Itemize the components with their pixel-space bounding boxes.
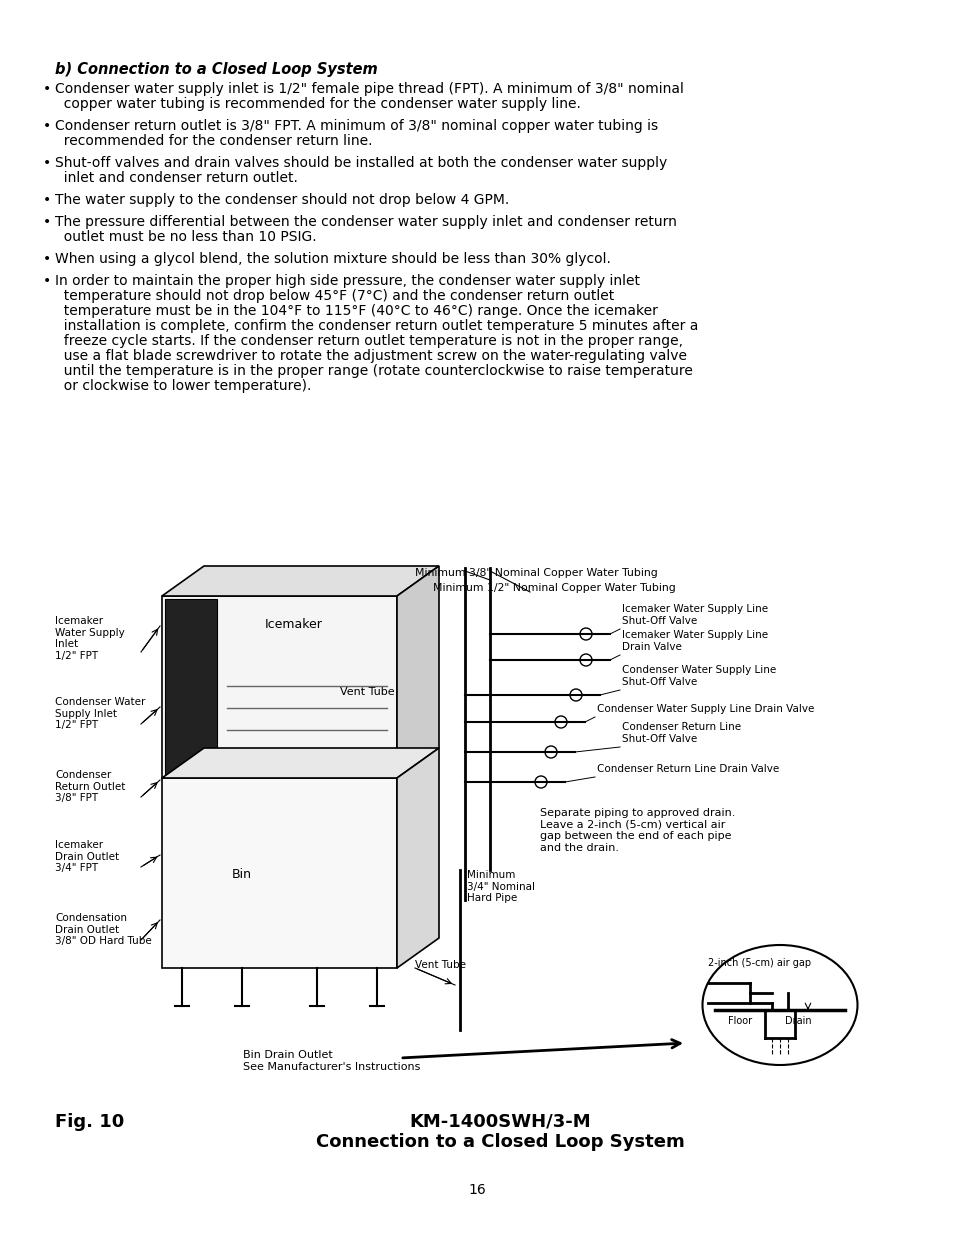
Polygon shape [162,748,438,778]
Text: Icemaker
Drain Outlet
3/4" FPT: Icemaker Drain Outlet 3/4" FPT [55,840,119,873]
Text: •: • [43,274,51,288]
Text: Drain: Drain [784,1016,811,1026]
Text: Condenser water supply inlet is 1/2" female pipe thread (FPT). A minimum of 3/8": Condenser water supply inlet is 1/2" fem… [55,82,683,96]
Text: until the temperature is in the proper range (rotate counterclockwise to raise t: until the temperature is in the proper r… [55,364,692,378]
Text: temperature must be in the 104°F to 115°F (40°C to 46°C) range. Once the icemake: temperature must be in the 104°F to 115°… [55,304,658,317]
Text: Icemaker Water Supply Line
Drain Valve: Icemaker Water Supply Line Drain Valve [621,630,767,652]
Text: Condenser Water Supply Line
Shut-Off Valve: Condenser Water Supply Line Shut-Off Val… [621,666,776,687]
Text: Icemaker
Water Supply
Inlet
1/2" FPT: Icemaker Water Supply Inlet 1/2" FPT [55,616,125,661]
Text: Vent Tube: Vent Tube [415,960,465,969]
Text: inlet and condenser return outlet.: inlet and condenser return outlet. [55,170,297,185]
Text: Connection to a Closed Loop System: Connection to a Closed Loop System [315,1132,683,1151]
Text: recommended for the condenser return line.: recommended for the condenser return lin… [55,135,372,148]
Text: Minimum 1/2" Nominal Copper Water Tubing: Minimum 1/2" Nominal Copper Water Tubing [433,583,675,593]
Text: b) Connection to a Closed Loop System: b) Connection to a Closed Loop System [55,62,377,77]
Text: Separate piping to approved drain.
Leave a 2-inch (5-cm) vertical air
gap betwee: Separate piping to approved drain. Leave… [539,808,735,853]
Text: Icemaker: Icemaker [265,618,323,631]
Polygon shape [162,566,438,597]
Text: temperature should not drop below 45°F (7°C) and the condenser return outlet: temperature should not drop below 45°F (… [55,289,614,303]
Text: Condenser
Return Outlet
3/8" FPT: Condenser Return Outlet 3/8" FPT [55,769,125,803]
Polygon shape [162,597,396,778]
Text: 2-inch (5-cm) air gap: 2-inch (5-cm) air gap [707,958,810,968]
Text: or clockwise to lower temperature).: or clockwise to lower temperature). [55,379,311,393]
Text: Minimum
3/4" Nominal
Hard Pipe: Minimum 3/4" Nominal Hard Pipe [467,869,535,903]
Text: Minimum 3/8" Nominal Copper Water Tubing: Minimum 3/8" Nominal Copper Water Tubing [415,568,657,578]
Text: Condensation
Drain Outlet
3/8" OD Hard Tube: Condensation Drain Outlet 3/8" OD Hard T… [55,913,152,946]
Text: Shut-off valves and drain valves should be installed at both the condenser water: Shut-off valves and drain valves should … [55,156,666,170]
Text: In order to maintain the proper high side pressure, the condenser water supply i: In order to maintain the proper high sid… [55,274,639,288]
Text: freeze cycle starts. If the condenser return outlet temperature is not in the pr: freeze cycle starts. If the condenser re… [55,333,682,348]
Text: Bin Drain Outlet
See Manufacturer's Instructions: Bin Drain Outlet See Manufacturer's Inst… [243,1050,420,1072]
Text: Floor: Floor [727,1016,751,1026]
Text: KM-1400SWH/3-M: KM-1400SWH/3-M [409,1113,590,1131]
Polygon shape [396,566,438,778]
Text: Bin: Bin [232,868,252,881]
Text: Vent Tube: Vent Tube [339,687,395,697]
Text: Condenser Return Line
Shut-Off Valve: Condenser Return Line Shut-Off Valve [621,722,740,743]
Text: Icemaker Water Supply Line
Shut-Off Valve: Icemaker Water Supply Line Shut-Off Valv… [621,604,767,626]
Text: The pressure differential between the condenser water supply inlet and condenser: The pressure differential between the co… [55,215,677,228]
Text: The water supply to the condenser should not drop below 4 GPM.: The water supply to the condenser should… [55,193,509,207]
Text: •: • [43,252,51,266]
Ellipse shape [701,945,857,1065]
Text: 16: 16 [468,1183,485,1197]
Text: When using a glycol blend, the solution mixture should be less than 30% glycol.: When using a glycol blend, the solution … [55,252,610,266]
Text: •: • [43,82,51,96]
Text: Condenser Water
Supply Inlet
1/2" FPT: Condenser Water Supply Inlet 1/2" FPT [55,697,145,730]
Text: copper water tubing is recommended for the condenser water supply line.: copper water tubing is recommended for t… [55,98,580,111]
Text: Condenser Return Line Drain Valve: Condenser Return Line Drain Valve [597,764,779,774]
Text: •: • [43,215,51,228]
Text: outlet must be no less than 10 PSIG.: outlet must be no less than 10 PSIG. [55,230,316,245]
Text: Fig. 10: Fig. 10 [55,1113,124,1131]
Text: •: • [43,156,51,170]
Text: use a flat blade screwdriver to rotate the adjustment screw on the water-regulat: use a flat blade screwdriver to rotate t… [55,350,686,363]
Text: •: • [43,119,51,133]
Text: Condenser return outlet is 3/8" FPT. A minimum of 3/8" nominal copper water tubi: Condenser return outlet is 3/8" FPT. A m… [55,119,658,133]
Polygon shape [165,599,216,776]
Polygon shape [162,778,396,968]
Polygon shape [396,748,438,968]
Text: installation is complete, confirm the condenser return outlet temperature 5 minu: installation is complete, confirm the co… [55,319,698,333]
Text: Condenser Water Supply Line Drain Valve: Condenser Water Supply Line Drain Valve [597,704,814,714]
Text: •: • [43,193,51,207]
